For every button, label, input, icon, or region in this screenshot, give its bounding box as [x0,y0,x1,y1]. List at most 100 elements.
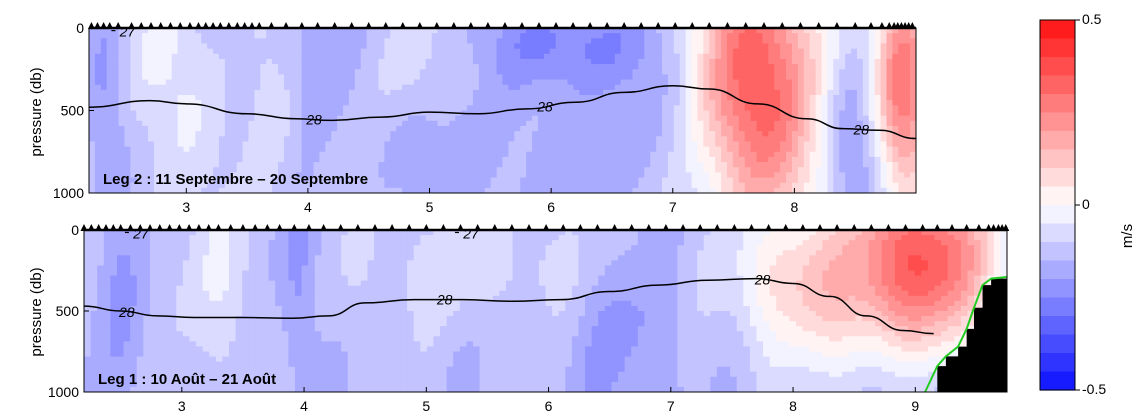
field-cell [502,136,510,143]
field-cell [579,43,586,50]
field-cell [319,151,326,158]
field-cell [331,58,338,65]
field-cell [159,110,167,117]
field-cell [443,79,450,86]
field-cell [106,125,114,132]
field-cell [644,95,651,101]
field-cell [490,125,498,132]
field-cell [106,115,114,122]
field-cell [620,182,628,189]
field-cell [880,58,888,65]
field-cell [774,136,781,143]
field-cell [136,95,143,101]
field-cell [372,53,380,60]
field-cell [842,235,850,241]
field-cell [319,167,326,173]
field-cell [118,146,126,153]
field-cell [248,151,255,158]
field-cell [774,125,781,132]
field-cell [496,177,504,184]
field-cell [756,187,764,193]
field-cell [537,151,545,158]
leg2-label: Leg 2 : 11 Septembre – 20 Septembre [103,171,368,188]
field-cell [431,162,439,168]
field-cell [171,156,179,163]
field-cell [236,156,244,163]
field-cell [402,120,409,127]
field-cell [874,64,882,70]
field-cell [118,120,126,127]
field-cell [106,151,114,158]
field-cell [703,58,710,65]
field-cell [526,162,533,168]
y-tick-label: 500 [61,103,85,119]
field-cell [715,120,722,127]
field-cell [532,182,539,189]
field-cell [148,84,155,91]
field-cell [709,146,716,153]
field-cell [195,110,202,117]
field-cell [910,172,916,179]
field-cell [443,131,450,137]
field-cell [709,53,716,60]
field-cell [821,105,828,112]
field-cell [278,48,285,55]
field-cell [348,74,356,81]
field-cell [549,177,557,184]
field-cell [402,125,409,132]
field-cell [490,182,498,189]
field-cell [526,156,533,163]
field-cell [467,120,474,127]
field-cell [656,100,663,106]
field-cell [697,100,704,106]
field-cell [579,115,586,122]
field-cell [768,105,775,112]
field-cell [307,79,315,86]
field-cell [886,187,893,193]
field-cell [499,240,507,246]
field-cell [118,89,126,96]
field-cell [822,230,830,236]
field-cell [597,48,604,55]
field-cell [898,33,905,39]
field-cell [532,240,540,246]
field-cell [726,156,734,163]
field-cell [638,100,645,106]
field-cell [744,110,752,117]
field-cell [862,120,870,127]
field-cell [89,162,96,168]
field-cell [821,115,828,122]
field-cell [224,95,232,101]
field-cell [472,69,480,76]
field-cell [543,146,551,153]
field-cell [780,74,787,81]
field-cell [608,125,616,132]
field-cell [230,146,238,153]
field-cell [679,120,687,127]
field-cell [94,177,102,184]
field-cell [118,64,126,70]
field-cell [703,136,710,143]
field-cell [803,146,811,153]
field-cell [526,43,533,50]
field-cell [307,115,315,122]
field-cell [579,172,586,179]
field-cell [337,33,344,39]
field-cell [112,182,120,189]
field-cell [266,43,273,50]
field-cell [289,146,297,153]
field-cell [721,115,728,122]
field-cell [213,43,220,50]
field-cell [591,182,598,189]
field-cell [614,167,622,173]
field-cell [195,28,202,34]
field-cell [331,43,338,50]
field-cell [762,33,769,39]
field-cell [354,141,362,148]
x-tick-label: 4 [304,199,312,215]
field-cell [803,177,811,184]
field-cell [780,156,787,163]
field-cell [400,235,408,241]
field-cell [578,240,586,246]
station-marker [209,22,217,29]
